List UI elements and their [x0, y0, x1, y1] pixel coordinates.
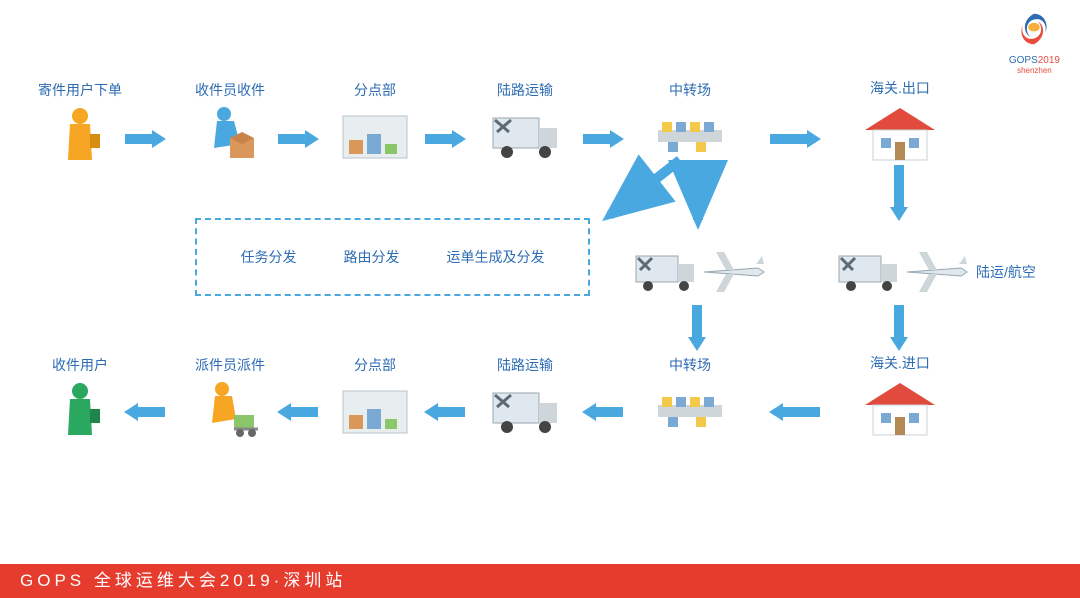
person-icon [40, 379, 120, 437]
dashed-item: 运单生成及分发 [447, 247, 545, 267]
label-air-combo2: 陆运/航空 [976, 262, 1036, 282]
arrow-icon [278, 403, 318, 421]
dashed-item: 任务分发 [241, 247, 297, 267]
dashed-process-box: 任务分发 路由分发 运单生成及分发 [195, 218, 590, 296]
label-customs-out: 海关.出口 [845, 78, 955, 98]
hub-icon [650, 379, 730, 437]
label-customs-in: 海关.进口 [845, 353, 955, 373]
arrow-icon [890, 305, 908, 350]
flow-diagram: 寄件用户下单 收件员收件 分点部 陆路运输 中转场 海关.出口 [0, 0, 1080, 564]
node-branch1: 分点部 [320, 80, 430, 167]
node-road1: 陆路运输 [470, 80, 580, 167]
courier-icon [190, 104, 270, 162]
truck-plane-icon [833, 238, 973, 298]
node-air-combo2: 陆运/航空 [828, 238, 978, 303]
label-branch1: 分点部 [320, 80, 430, 100]
label-pickup: 收件员收件 [175, 80, 285, 100]
footer-bar: GOPS 全球运维大会2019·深圳站 [0, 564, 1080, 598]
arrow-icon [770, 130, 820, 148]
arrow-icon [425, 403, 465, 421]
label-sender: 寄件用户下单 [25, 80, 135, 100]
arrow-icon [583, 130, 623, 148]
arrow-icon [583, 403, 623, 421]
arrow-icon [770, 403, 820, 421]
node-sender: 寄件用户下单 [25, 80, 135, 167]
label-hub2: 中转场 [635, 355, 745, 375]
node-customs-out: 海关.出口 [845, 78, 955, 169]
person-icon [40, 104, 120, 162]
node-branch2: 分点部 [320, 355, 430, 442]
footer-text: GOPS 全球运维大会2019·深圳站 [20, 571, 346, 590]
node-deliver: 派件员派件 [175, 355, 285, 442]
label-hub1: 中转场 [635, 80, 745, 100]
label-road2: 陆路运输 [470, 355, 580, 375]
node-customs-in: 海关.进口 [845, 353, 955, 444]
arrow-icon [125, 403, 165, 421]
node-hub2: 中转场 [635, 355, 745, 442]
hub-icon [650, 104, 730, 162]
dolly-icon [190, 379, 270, 437]
label-road1: 陆路运输 [470, 80, 580, 100]
arrow-icon [125, 130, 165, 148]
arrow-icon [890, 165, 908, 220]
node-road2: 陆路运输 [470, 355, 580, 442]
truck-plane-icon [630, 238, 770, 298]
dashed-item: 路由分发 [344, 247, 400, 267]
label-receiver: 收件用户 [25, 355, 135, 375]
house-icon [855, 377, 945, 439]
arrow-icon [278, 130, 318, 148]
arrow-icon [688, 305, 706, 350]
arrow-icon [425, 130, 465, 148]
label-deliver: 派件员派件 [175, 355, 285, 375]
warehouse-icon [335, 104, 415, 162]
node-pickup: 收件员收件 [175, 80, 285, 167]
label-branch2: 分点部 [320, 355, 430, 375]
truck-icon [485, 379, 565, 437]
node-receiver: 收件用户 [25, 355, 135, 442]
house-icon [855, 102, 945, 164]
node-hub1: 中转场 [635, 80, 745, 167]
warehouse-icon [335, 379, 415, 437]
truck-icon [485, 104, 565, 162]
node-air-combo1 [625, 238, 775, 303]
